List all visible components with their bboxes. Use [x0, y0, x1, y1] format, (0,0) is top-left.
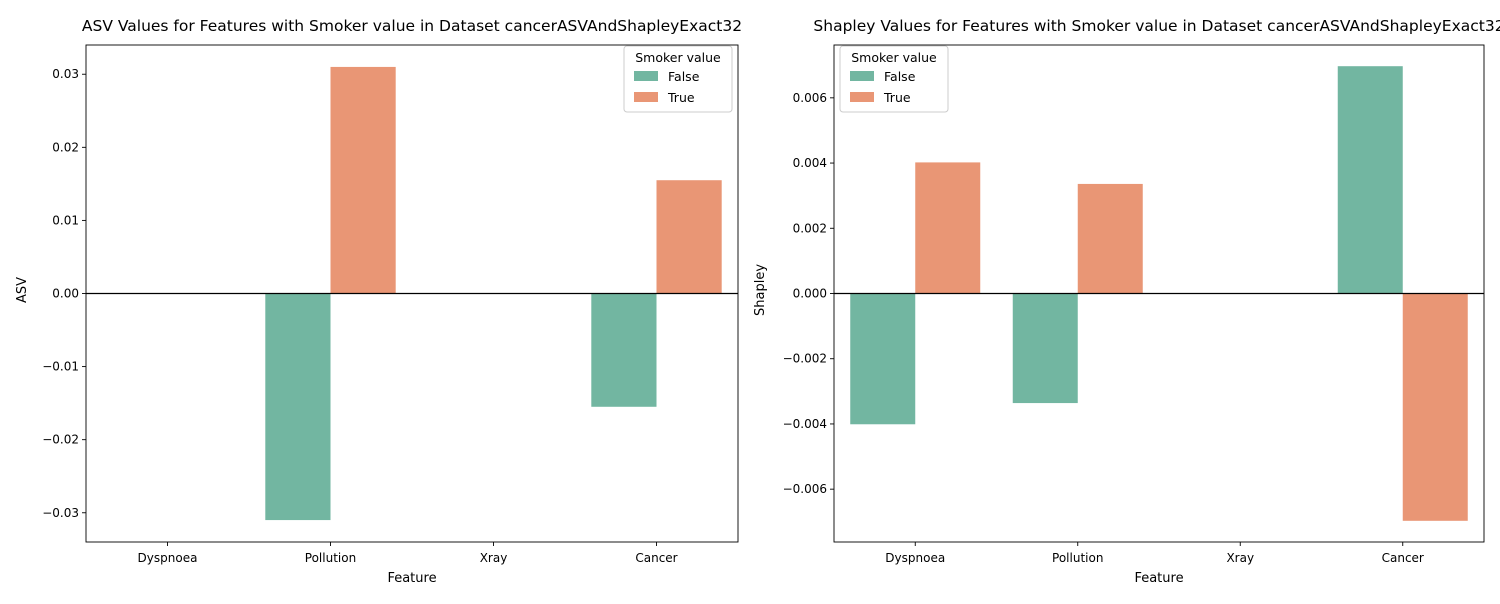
y-tick-label: 0.000: [793, 287, 827, 301]
legend: Smoker value False True: [623, 45, 733, 113]
bar-false-dyspnoea: [850, 293, 916, 425]
legend-title: Smoker value: [851, 50, 937, 65]
bar-true-dyspnoea: [915, 162, 981, 294]
x-tick-label: Cancer: [635, 551, 677, 565]
y-tick-label: −0.02: [42, 433, 79, 447]
y-tick-label: −0.006: [783, 482, 827, 496]
bar-true-cancer: [1402, 293, 1468, 521]
bar-true-pollution: [1077, 183, 1143, 294]
legend-swatch-true: [634, 92, 658, 102]
y-tick-label: −0.01: [42, 360, 79, 374]
legend-label-false: False: [668, 69, 700, 84]
y-axis-label: ASV: [15, 277, 30, 303]
legend-swatch-false: [850, 71, 874, 81]
bar-true-pollution: [330, 66, 396, 294]
bar-false-pollution: [265, 293, 331, 521]
x-tick-label: Cancer: [1382, 551, 1424, 565]
x-tick-label: Pollution: [305, 551, 356, 565]
shapley-chart: Shapley Values for Features with Smoker …: [753, 17, 1500, 586]
x-axis-label: Feature: [387, 571, 436, 586]
y-axis-label: Shapley: [753, 264, 768, 316]
y-tick-label: 0.006: [793, 91, 827, 105]
x-tick-label: Xray: [1226, 551, 1254, 565]
chart-title: Shapley Values for Features with Smoker …: [813, 17, 1500, 35]
bar-false-cancer: [591, 293, 657, 407]
legend-label-false: False: [884, 69, 916, 84]
y-tick-label: 0.00: [52, 287, 79, 301]
x-tick-label: Dyspnoea: [138, 551, 198, 565]
asv-chart: ASV Values for Features with Smoker valu…: [15, 17, 742, 586]
y-tick-label: 0.03: [52, 67, 79, 81]
legend-title: Smoker value: [635, 50, 721, 65]
bar-true-cancer: [656, 180, 722, 294]
legend-label-true: True: [667, 90, 695, 105]
y-tick-label: 0.01: [52, 213, 79, 227]
x-tick-label: Dyspnoea: [885, 551, 945, 565]
x-tick-label: Pollution: [1052, 551, 1103, 565]
legend: Smoker value False True: [839, 45, 949, 113]
legend-swatch-false: [634, 71, 658, 81]
y-tick-label: −0.004: [783, 417, 827, 431]
legend-label-true: True: [883, 90, 911, 105]
bar-false-pollution: [1012, 293, 1078, 404]
y-tick-label: −0.002: [783, 352, 827, 366]
x-tick-label: Xray: [480, 551, 508, 565]
legend-swatch-true: [850, 92, 874, 102]
y-tick-label: 0.02: [52, 140, 79, 154]
y-tick-label: 0.002: [793, 221, 827, 235]
y-tick-label: 0.004: [793, 156, 827, 170]
bar-false-cancer: [1337, 66, 1403, 294]
x-axis-label: Feature: [1134, 571, 1183, 586]
chart-title: ASV Values for Features with Smoker valu…: [82, 17, 742, 35]
y-tick-label: −0.03: [42, 506, 79, 520]
